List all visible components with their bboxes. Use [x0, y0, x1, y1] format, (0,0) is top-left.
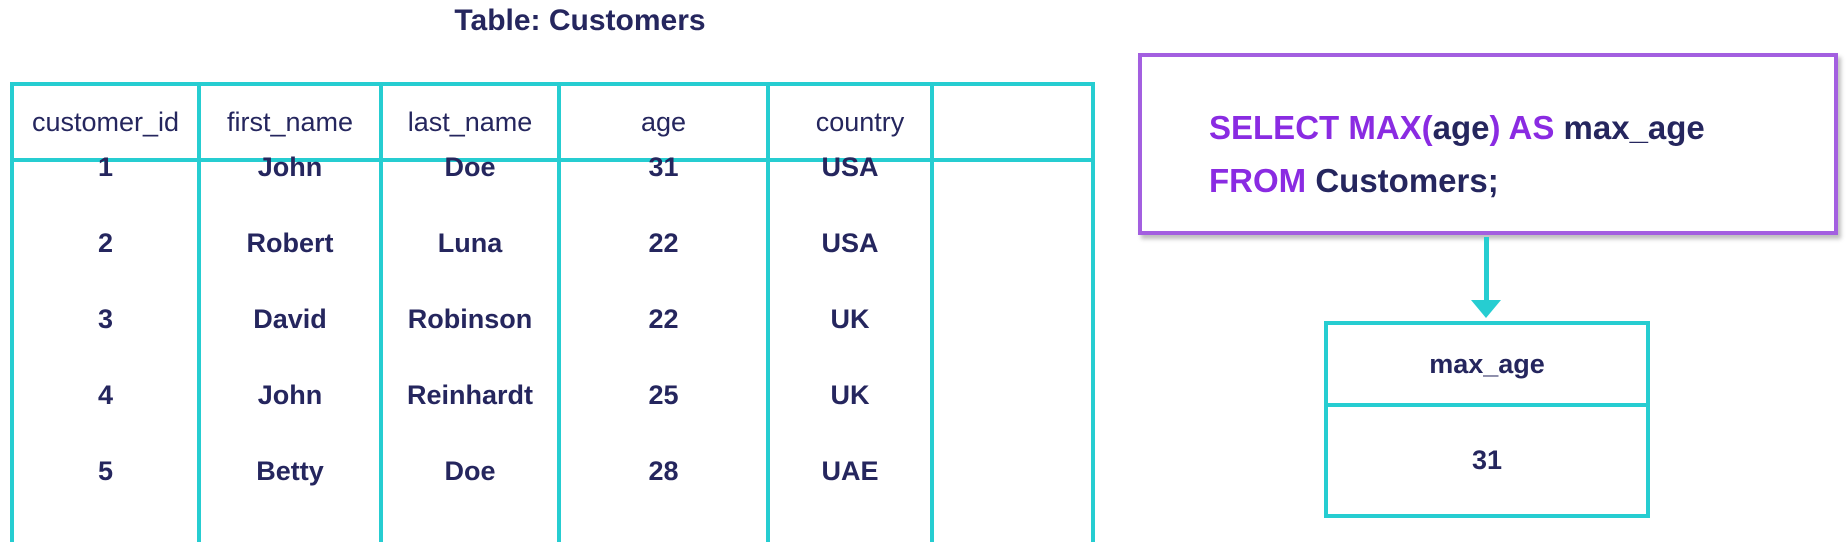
- cell-country: USA: [821, 227, 879, 258]
- sql-identifier-age: age: [1432, 109, 1490, 146]
- sql-table-customers: Customers;: [1315, 162, 1499, 199]
- cell-last-name: Doe: [444, 455, 496, 486]
- cell-first-name: John: [257, 151, 323, 182]
- cell-age: 31: [648, 151, 679, 182]
- column-divider: [930, 86, 934, 542]
- cell-country: UK: [830, 379, 870, 410]
- cell-customer-id: 2: [97, 227, 114, 258]
- sql-paren-close: ): [1489, 109, 1501, 146]
- cell-customer-id: 4: [97, 379, 114, 410]
- result-table: max_age 31: [1324, 321, 1650, 518]
- sql-alias-max-age: max_age: [1563, 109, 1705, 146]
- arrow-connector: [1484, 237, 1489, 307]
- cell-age: 28: [648, 455, 679, 486]
- cell-first-name: Robert: [246, 227, 334, 258]
- cell-last-name: Robinson: [407, 303, 533, 334]
- cell-customer-id: 1: [97, 151, 114, 182]
- cell-customer-id: 3: [97, 303, 114, 334]
- cell-age: 22: [648, 227, 679, 258]
- column-header-last-name: last_name: [407, 106, 533, 137]
- customers-table-header: customer_id first_name last_name age cou…: [14, 86, 1091, 162]
- column-divider: [197, 86, 201, 542]
- column-divider: [766, 86, 770, 542]
- sql-line-2: FROM Customers;: [1209, 154, 1834, 207]
- cell-customer-id: 5: [97, 455, 114, 486]
- column-divider: [557, 86, 561, 542]
- cell-country: UAE: [821, 455, 879, 486]
- column-header-first-name: first_name: [226, 106, 354, 137]
- sql-query-box: SELECT MAX(age) AS max_age FROM Customer…: [1138, 53, 1838, 235]
- result-value: 31: [1471, 445, 1503, 475]
- column-header-customer-id: customer_id: [31, 106, 180, 137]
- result-column-header: max_age: [1328, 325, 1646, 407]
- table-title: Table: Customers: [454, 4, 706, 37]
- cell-first-name: John: [257, 379, 323, 410]
- cell-country: USA: [821, 151, 879, 182]
- sql-line-1: SELECT MAX(age) AS max_age: [1209, 101, 1834, 154]
- column-divider: [379, 86, 383, 542]
- cell-age: 22: [648, 303, 679, 334]
- cell-country: UK: [830, 303, 870, 334]
- cell-age: 25: [648, 379, 679, 410]
- customers-table: customer_id first_name last_name age cou…: [10, 82, 1095, 542]
- sql-keyword-as: AS: [1500, 109, 1564, 146]
- sql-keyword-from: FROM: [1209, 162, 1316, 199]
- cell-last-name: Doe: [444, 151, 496, 182]
- sql-keyword-select-max: SELECT MAX(: [1209, 109, 1433, 146]
- cell-last-name: Reinhardt: [406, 379, 533, 410]
- column-header-age: age: [640, 106, 687, 137]
- column-header-country: country: [815, 106, 905, 137]
- arrow-down-icon: [1471, 300, 1501, 318]
- cell-first-name: Betty: [256, 455, 324, 486]
- cell-last-name: Luna: [437, 227, 503, 258]
- cell-first-name: David: [253, 303, 327, 334]
